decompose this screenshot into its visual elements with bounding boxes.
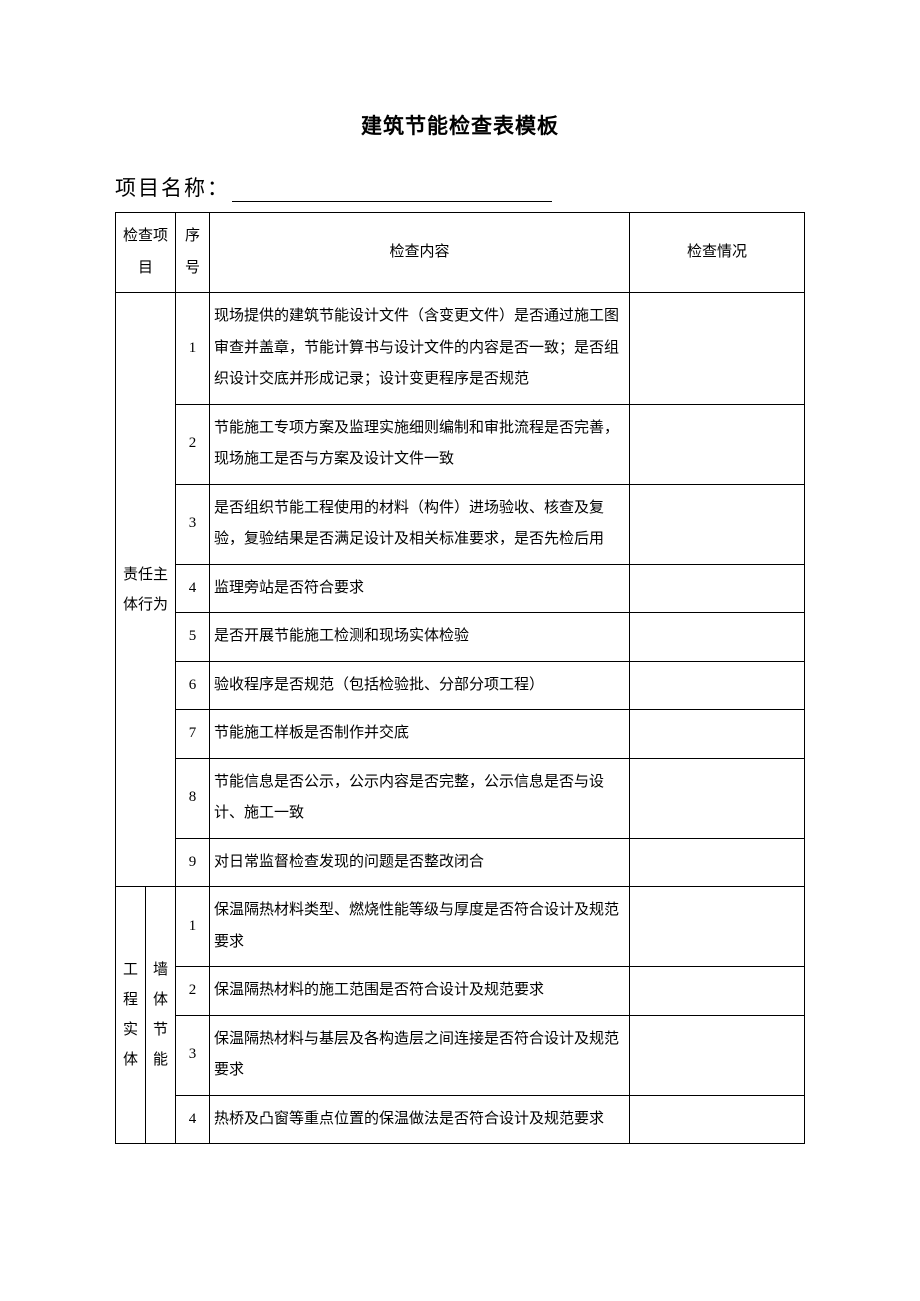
table-row: 3 保温隔热材料与基层及各构造层之间连接是否符合设计及规范要求 [116,1015,805,1095]
table-row: 工程实体 墙体节能 1 保温隔热材料类型、燃烧性能等级与厚度是否符合设计及规范要… [116,887,805,967]
row-content: 保温隔热材料与基层及各构造层之间连接是否符合设计及规范要求 [210,1015,630,1095]
row-status [630,1095,805,1144]
row-status [630,710,805,759]
table-row: 8 节能信息是否公示，公示内容是否完整，公示信息是否与设计、施工一致 [116,758,805,838]
row-content: 对日常监督检查发现的问题是否整改闭合 [210,838,630,887]
project-name-blank [232,181,552,202]
table-row: 4 监理旁站是否符合要求 [116,564,805,613]
row-status [630,661,805,710]
row-status [630,293,805,405]
row-status [630,404,805,484]
row-content: 热桥及凸窗等重点位置的保温做法是否符合设计及规范要求 [210,1095,630,1144]
table-row: 7 节能施工样板是否制作并交底 [116,710,805,759]
row-status [630,564,805,613]
table-row: 2 节能施工专项方案及监理实施细则编制和审批流程是否完善，现场施工是否与方案及设… [116,404,805,484]
table-row: 5 是否开展节能施工检测和现场实体检验 [116,613,805,662]
header-status: 检查情况 [630,213,805,293]
project-name-line: 项目名称： [115,172,805,202]
row-seq: 3 [176,1015,210,1095]
section2-outer-label: 工程实体 [116,887,146,1144]
document-title: 建筑节能检查表模板 [115,110,805,140]
row-seq: 2 [176,404,210,484]
row-seq: 8 [176,758,210,838]
row-content: 保温隔热材料类型、燃烧性能等级与厚度是否符合设计及规范要求 [210,887,630,967]
row-seq: 2 [176,967,210,1016]
row-seq: 3 [176,484,210,564]
table-row: 9 对日常监督检查发现的问题是否整改闭合 [116,838,805,887]
row-seq: 7 [176,710,210,759]
header-category: 检查项目 [116,213,176,293]
row-content: 节能施工专项方案及监理实施细则编制和审批流程是否完善，现场施工是否与方案及设计文… [210,404,630,484]
header-seq: 序号 [176,213,210,293]
row-seq: 5 [176,613,210,662]
row-status [630,613,805,662]
inspection-table: 检查项目 序号 检查内容 检查情况 责任主体行为 1 现场提供的建筑节能设计文件… [115,212,805,1144]
row-content: 监理旁站是否符合要求 [210,564,630,613]
row-status [630,484,805,564]
row-status [630,967,805,1016]
table-header-row: 检查项目 序号 检查内容 检查情况 [116,213,805,293]
row-content: 验收程序是否规范（包括检验批、分部分项工程） [210,661,630,710]
row-seq: 1 [176,293,210,405]
table-row: 3 是否组织节能工程使用的材料（构件）进场验收、核查及复验，复验结果是否满足设计… [116,484,805,564]
table-row: 责任主体行为 1 现场提供的建筑节能设计文件（含变更文件）是否通过施工图审查并盖… [116,293,805,405]
row-content: 保温隔热材料的施工范围是否符合设计及规范要求 [210,967,630,1016]
table-row: 6 验收程序是否规范（包括检验批、分部分项工程） [116,661,805,710]
row-content: 节能施工样板是否制作并交底 [210,710,630,759]
row-content: 节能信息是否公示，公示内容是否完整，公示信息是否与设计、施工一致 [210,758,630,838]
row-status [630,758,805,838]
section1-label: 责任主体行为 [116,293,176,887]
table-row: 4 热桥及凸窗等重点位置的保温做法是否符合设计及规范要求 [116,1095,805,1144]
header-content: 检查内容 [210,213,630,293]
project-name-label: 项目名称： [115,176,230,200]
row-seq: 9 [176,838,210,887]
row-status [630,1015,805,1095]
row-seq: 4 [176,1095,210,1144]
row-content: 是否开展节能施工检测和现场实体检验 [210,613,630,662]
row-content: 现场提供的建筑节能设计文件（含变更文件）是否通过施工图审查并盖章，节能计算书与设… [210,293,630,405]
table-row: 2 保温隔热材料的施工范围是否符合设计及规范要求 [116,967,805,1016]
row-seq: 1 [176,887,210,967]
row-seq: 6 [176,661,210,710]
row-content: 是否组织节能工程使用的材料（构件）进场验收、核查及复验，复验结果是否满足设计及相… [210,484,630,564]
row-seq: 4 [176,564,210,613]
row-status [630,838,805,887]
section2-inner-label: 墙体节能 [146,887,176,1144]
row-status [630,887,805,967]
